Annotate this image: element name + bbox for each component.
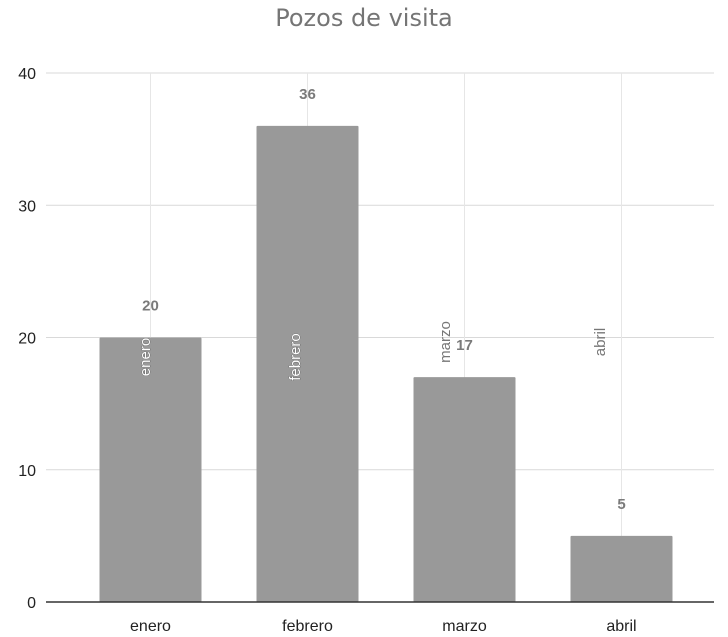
data-labels: 20 36 17 5 <box>142 86 626 513</box>
data-label: 20 <box>142 298 159 315</box>
y-tick-label: 10 <box>18 463 36 480</box>
data-label: 36 <box>299 86 316 103</box>
x-tick-label: enero <box>130 618 171 635</box>
y-tick-label: 30 <box>18 198 36 215</box>
bar <box>413 377 516 602</box>
bar-name-label: abril <box>592 328 609 356</box>
y-tick-label: 20 <box>18 331 36 348</box>
x-tick-label: marzo <box>442 618 487 635</box>
bar-name-label: febrero <box>287 333 304 381</box>
x-axis-tick-labels: enero febrero marzo abril <box>130 618 637 635</box>
y-axis-tick-labels: 0 10 20 30 40 <box>18 66 36 612</box>
bar-name-label: enero <box>137 338 154 376</box>
y-tick-label: 40 <box>18 66 36 83</box>
bar <box>570 535 673 602</box>
bar <box>99 337 202 602</box>
bar-name-labels: enero febrero marzo abril <box>137 321 609 381</box>
data-label: 5 <box>617 496 625 513</box>
chart-title: Pozos de visita <box>275 4 453 32</box>
x-tick-label: febrero <box>282 618 333 635</box>
bar-name-label: marzo <box>437 321 454 363</box>
x-tick-label: abril <box>606 618 636 635</box>
y-tick-label: 0 <box>27 595 36 612</box>
bar <box>256 125 359 603</box>
data-label: 17 <box>456 337 473 354</box>
bars <box>99 125 673 603</box>
